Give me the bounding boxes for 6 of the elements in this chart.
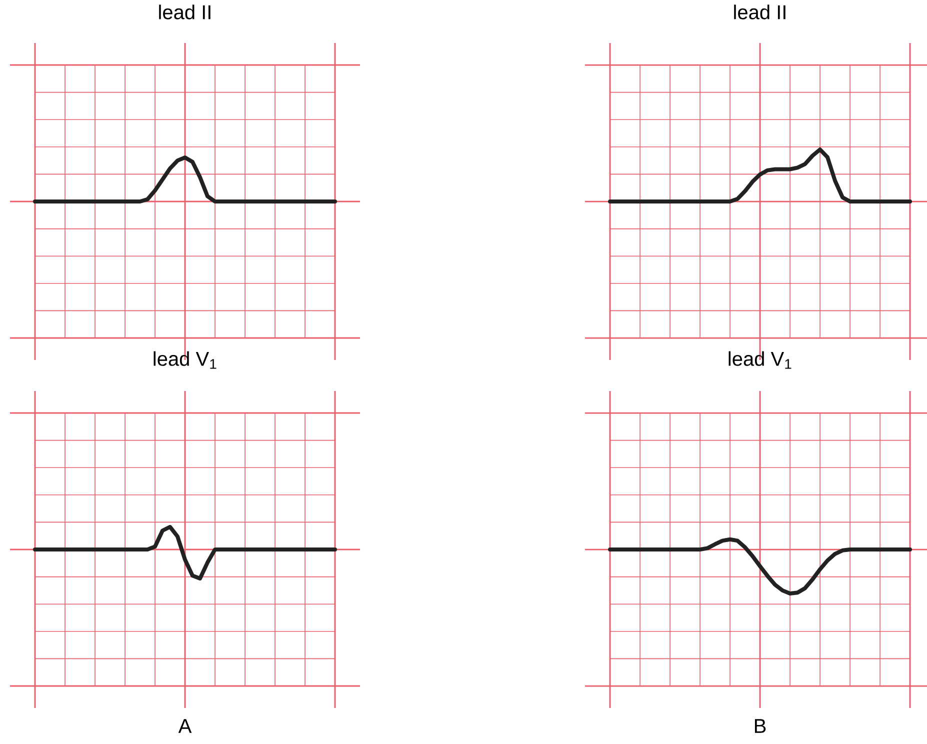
chart-title: lead V$_{1}$	[154, 351, 216, 369]
x-axis-title: A	[178, 719, 192, 733]
x-axis-title: B	[754, 719, 766, 733]
chart-title: lead II	[159, 4, 210, 20]
chart-title: lead V$_{1}$	[728, 351, 792, 369]
chart-title: lead II	[734, 4, 786, 20]
